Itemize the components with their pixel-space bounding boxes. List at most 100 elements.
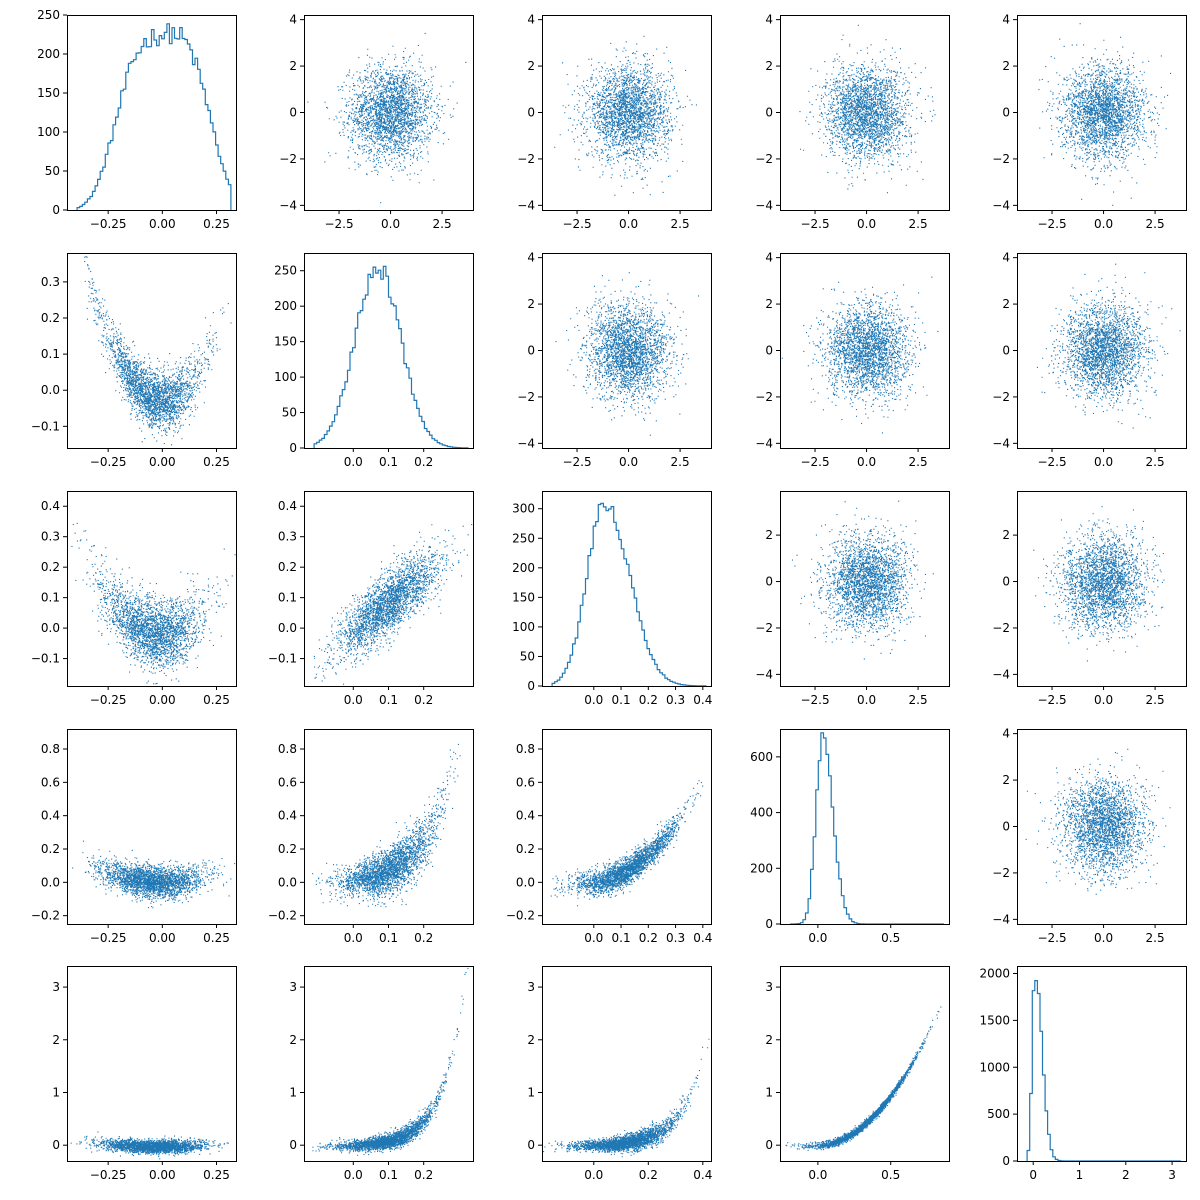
y-tick-label: 0.6	[516, 775, 535, 789]
plot-area	[70, 1131, 229, 1160]
y-tick-label: 0.6	[41, 775, 60, 789]
y-tick-label: 200	[274, 299, 297, 313]
y-tick-label: 0.8	[516, 742, 535, 756]
axes-frame	[542, 966, 712, 1162]
y-tick-label: 250	[274, 264, 297, 278]
x-tick-label: 0.0	[1094, 693, 1113, 707]
x-tick-label: 2.5	[433, 217, 452, 231]
y-tick-label: 0.0	[41, 875, 60, 889]
y-tick-label: −2	[992, 621, 1010, 635]
y-tick-label: 1	[765, 1085, 773, 1099]
y-tick-label: 2	[1002, 528, 1010, 542]
y-tick-label: −2	[755, 390, 773, 404]
x-tick-label: 2.5	[671, 217, 690, 231]
panel-r0-c4: −2.5 0.0 2.5 −4 −2 0 2 4	[992, 13, 1187, 231]
scatter-points	[72, 840, 236, 909]
y-tick-label: 200	[512, 561, 535, 575]
y-tick-label: 0.0	[41, 383, 60, 397]
y-tick-label: −4	[755, 436, 773, 450]
y-tick-label: 0	[1002, 1154, 1010, 1168]
y-tick-label: 400	[750, 806, 773, 820]
x-tick-label: −2.5	[562, 455, 591, 469]
scatter-points	[307, 32, 467, 210]
axes-frame	[780, 491, 950, 687]
y-tick-label: 0	[527, 344, 535, 358]
x-tick-label: −2.5	[1037, 693, 1066, 707]
panel-r3-c0: −0.25 0.00 0.25 −0.2 0.0 0.2 0.4 0.6 0.8	[31, 729, 237, 945]
x-tick-label: 2.5	[671, 455, 690, 469]
panel-r3-c2: 0.0 0.1 0.2 0.3 0.4 −0.2 0.0 0.2 0.4 0.6 0.8	[506, 729, 712, 945]
y-tick-label: 2	[527, 1033, 535, 1047]
y-tick-label: 0	[289, 441, 297, 455]
y-tick-label: −0.1	[31, 419, 60, 433]
panel-r3-c1: 0.0 0.1 0.2 −0.2 0.0 0.2 0.4 0.6 0.8	[268, 729, 474, 945]
y-tick-label: −4	[992, 912, 1010, 926]
y-tick-label: 1500	[979, 1013, 1010, 1027]
plot-area	[313, 265, 469, 448]
x-tick-label: 3	[1168, 1168, 1176, 1182]
y-tick-label: 150	[512, 590, 535, 604]
x-tick-label: −2.5	[1037, 931, 1066, 945]
y-tick-label: 0.1	[41, 591, 60, 605]
scatter-points	[71, 522, 236, 685]
y-tick-label: 3	[765, 980, 773, 994]
y-tick-label: −2	[992, 866, 1010, 880]
y-tick-label: 100	[512, 620, 535, 634]
y-tick-label: 3	[289, 980, 297, 994]
y-tick-label: 500	[987, 1107, 1010, 1121]
axes-frame	[780, 253, 950, 449]
plot-area	[555, 272, 700, 436]
y-tick-label: 0	[1002, 106, 1010, 120]
plot-area	[543, 1038, 710, 1158]
y-tick-label: 0	[765, 344, 773, 358]
axes-frame	[542, 729, 712, 925]
y-tick-label: −2	[517, 152, 535, 166]
histogram-line	[551, 502, 707, 686]
y-tick-label: 0.0	[278, 875, 297, 889]
y-tick-label: 0	[527, 106, 535, 120]
x-tick-label: −2.5	[800, 693, 829, 707]
panel-r4-c0: −0.25 0.00 0.25 0 1 2 3	[52, 966, 237, 1182]
panel-r0-c1: −2.5 0.0 2.5 −4 −2 0 2 4	[279, 13, 474, 231]
histogram-line	[76, 23, 232, 210]
y-tick-label: 0	[289, 106, 297, 120]
x-tick-label: 0.0	[344, 693, 363, 707]
histogram-line	[790, 732, 944, 924]
plot-area	[781, 276, 939, 434]
panel-r1-c4: −2.5 0.0 2.5 −4 −2 0 2 4	[992, 251, 1187, 469]
y-tick-label: 4	[1002, 727, 1010, 741]
x-tick-label: −2.5	[562, 217, 591, 231]
y-tick-label: −0.1	[268, 652, 297, 666]
y-tick-label: 0.2	[41, 842, 60, 856]
panel-r4-c4: 0 1 2 3 0 500 1000 1500 2000	[979, 966, 1187, 1182]
x-tick-label: 0.0	[584, 1168, 603, 1182]
x-tick-label: −0.25	[90, 455, 127, 469]
y-tick-label: 1	[527, 1085, 535, 1099]
x-tick-label: −0.25	[90, 693, 127, 707]
axes-frame	[67, 729, 237, 925]
y-tick-label: 600	[750, 750, 773, 764]
y-tick-label: 2	[527, 59, 535, 73]
plot-area	[84, 256, 232, 446]
y-tick-label: −4	[517, 436, 535, 450]
scatter-points	[543, 1038, 710, 1158]
plot-area	[307, 32, 467, 210]
y-tick-label: 1000	[979, 1060, 1010, 1074]
x-tick-label: 0	[1029, 1168, 1037, 1182]
panel-r2-c4: −2.5 0.0 2.5 −4 −2 0 2	[992, 491, 1187, 707]
plot-area	[550, 780, 704, 907]
x-tick-label: −0.25	[90, 1168, 127, 1182]
plot-area	[1036, 263, 1181, 429]
y-tick-label: 0	[52, 203, 60, 217]
y-tick-label: 4	[289, 13, 297, 27]
x-tick-label: 0.0	[381, 217, 400, 231]
panel-r1-c0: −0.25 0.00 0.25 −0.1 0.0 0.1 0.2 0.3	[31, 253, 237, 469]
panel-r3-c3: 0.0 0.5 0 200 400 600	[750, 729, 950, 945]
axes-frame	[1017, 966, 1187, 1162]
y-tick-label: 0.8	[278, 742, 297, 756]
y-tick-label: 3	[52, 980, 60, 994]
axes-frame	[1017, 729, 1187, 925]
plot-area	[304, 743, 461, 908]
y-tick-label: −2	[755, 152, 773, 166]
x-tick-label: −0.25	[90, 931, 127, 945]
